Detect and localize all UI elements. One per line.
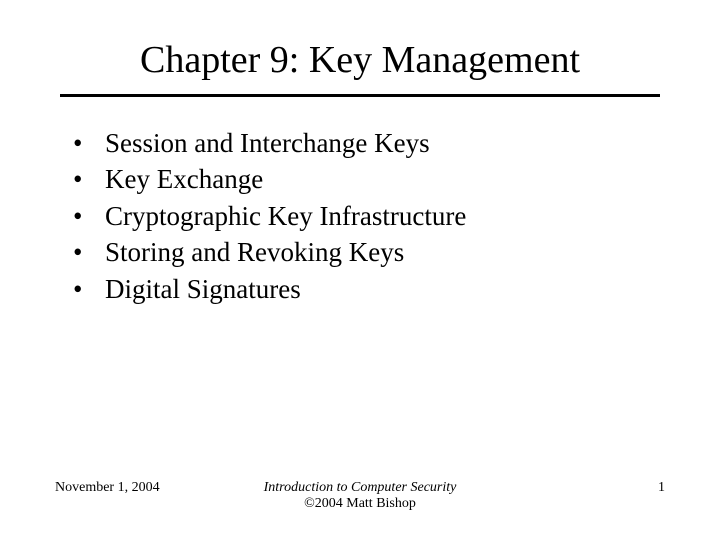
list-item: • Cryptographic Key Infrastructure [73,198,665,234]
bullet-text: Storing and Revoking Keys [105,234,404,270]
bullet-list: • Session and Interchange Keys • Key Exc… [55,125,665,307]
list-item: • Digital Signatures [73,271,665,307]
bullet-text: Session and Interchange Keys [105,125,430,161]
bullet-text: Cryptographic Key Infrastructure [105,198,466,234]
bullet-icon: • [73,234,105,270]
list-item: • Key Exchange [73,161,665,197]
bullet-text: Digital Signatures [105,271,301,307]
title-divider [60,94,660,97]
footer-center: Introduction to Computer Security ©2004 … [229,480,490,512]
slide-title: Chapter 9: Key Management [55,38,665,82]
slide-footer: November 1, 2004 Introduction to Compute… [55,480,665,512]
footer-copyright: ©2004 Matt Bishop [229,496,490,512]
bullet-icon: • [73,271,105,307]
footer-date: November 1, 2004 [55,480,229,496]
bullet-icon: • [73,198,105,234]
bullet-icon: • [73,125,105,161]
bullet-text: Key Exchange [105,161,263,197]
list-item: • Session and Interchange Keys [73,125,665,161]
bullet-icon: • [73,161,105,197]
slide-container: Chapter 9: Key Management • Session and … [0,0,720,540]
list-item: • Storing and Revoking Keys [73,234,665,270]
footer-book-title: Introduction to Computer Security [229,480,490,496]
footer-page-number: 1 [491,480,665,496]
